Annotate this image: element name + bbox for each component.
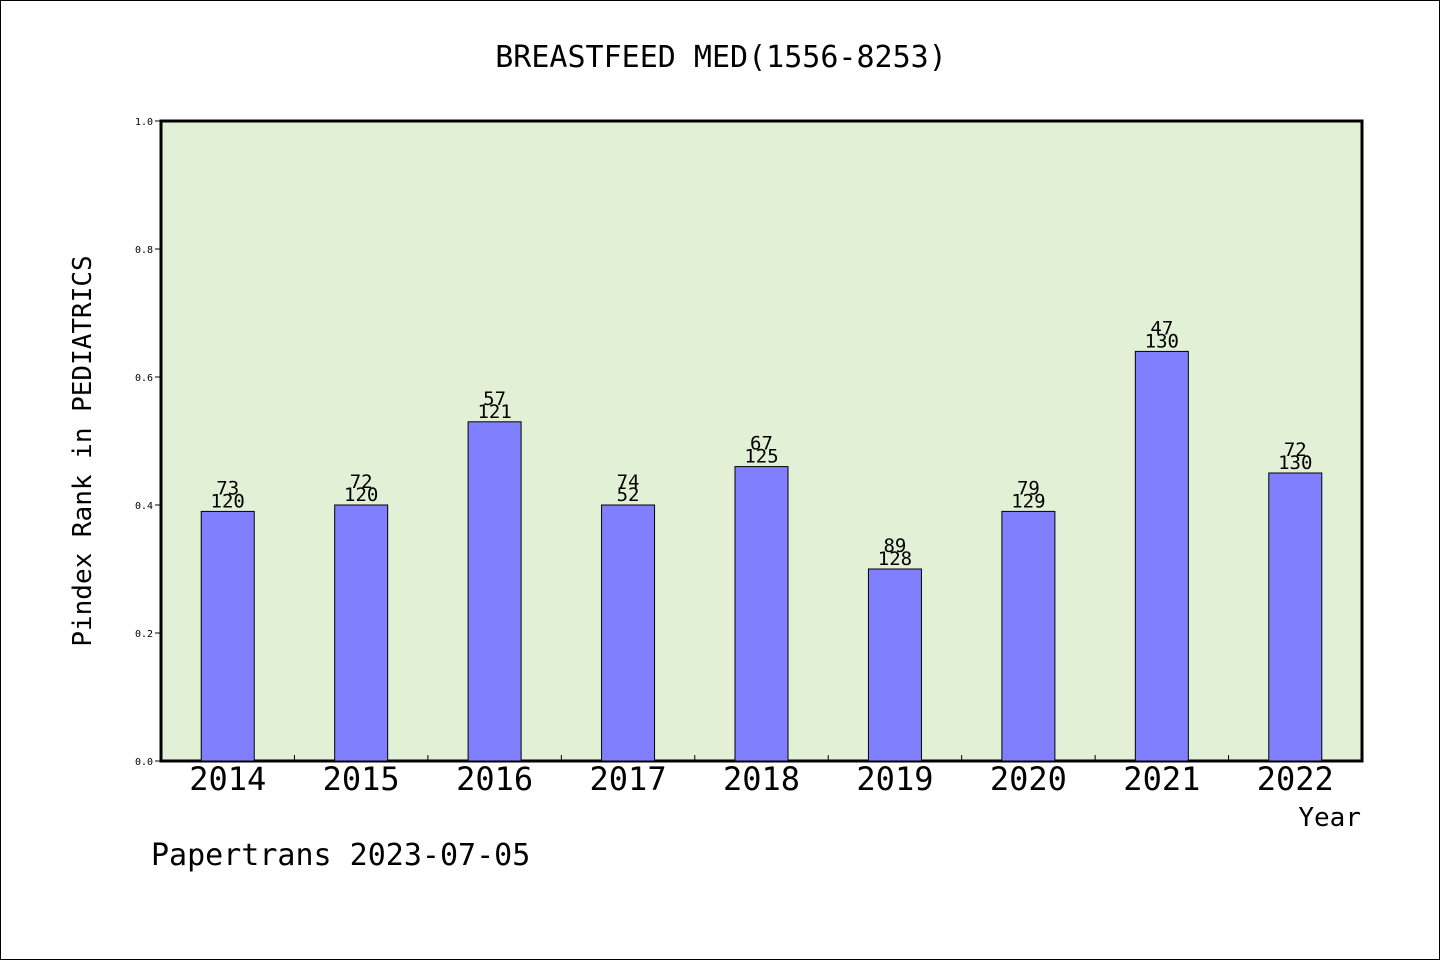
bar-label-bottom: 121	[477, 401, 511, 423]
bar-label-bottom: 128	[878, 548, 912, 570]
bar-2021	[1134, 350, 1189, 762]
bar-label-bottom: 120	[211, 490, 245, 512]
bar-label-top: 47	[1150, 317, 1173, 339]
bar-label-top: 74	[617, 471, 640, 493]
y-axis: 0.0 0.2 0.4 0.6 0.8 1.0	[135, 117, 161, 768]
y-tick-label: 0.8	[135, 245, 153, 256]
bar-label-bottom: 130	[1145, 330, 1179, 352]
bar-label-bottom: 52	[617, 484, 640, 506]
x-axis-label: Year	[1298, 803, 1361, 833]
bar-label-bottom: 120	[344, 484, 378, 506]
bar-2018	[734, 466, 789, 762]
bar-2016	[467, 421, 522, 762]
y-tick-label: 0.2	[135, 629, 153, 640]
bar-label-top: 72	[1284, 439, 1307, 461]
bar-2015	[334, 504, 389, 762]
bar-label-top: 72	[350, 471, 373, 493]
y-tick-label: 0.0	[135, 757, 153, 768]
bar-2022	[1268, 472, 1323, 762]
bar-label-bottom: 125	[744, 446, 778, 468]
bar-2020	[1001, 510, 1056, 762]
y-tick-label: 0.4	[135, 501, 153, 512]
bar-label-top: 79	[1017, 477, 1040, 499]
y-tick-label: 0.6	[135, 373, 153, 384]
y-tick-label: 1.0	[135, 117, 153, 128]
chart-title: BREASTFEED MED(1556-8253)	[495, 40, 947, 75]
x-tick-label: 2016	[456, 760, 533, 798]
bar-label-top: 57	[483, 388, 506, 410]
x-tick-label: 2021	[1123, 760, 1200, 798]
bar-2017	[601, 504, 656, 762]
x-tick-label: 2019	[856, 760, 933, 798]
bar-2014	[200, 510, 255, 762]
bars: 7312072120571217452671258912879129471307…	[200, 317, 1323, 762]
bar-label-bottom: 130	[1278, 452, 1312, 474]
bar-2019	[867, 568, 922, 762]
x-tick-label: 2015	[323, 760, 400, 798]
x-tick-label: 2020	[990, 760, 1067, 798]
x-tick-label: 2022	[1257, 760, 1334, 798]
bar-label-top: 73	[216, 477, 239, 499]
bar-label-top: 67	[750, 433, 773, 455]
x-tick-label: 2017	[590, 760, 667, 798]
footer-credit: Papertrans 2023-07-05	[151, 838, 530, 873]
x-tick-label: 2018	[723, 760, 800, 798]
x-tick-label: 2014	[189, 760, 266, 798]
y-axis-label: Pindex Rank in PEDIATRICS	[68, 255, 98, 646]
bar-label-bottom: 129	[1011, 490, 1045, 512]
bar-label-top: 89	[883, 535, 906, 557]
x-axis: 2014 2015 2016 2017 2018 2019 2020 2021 2022	[189, 755, 1334, 798]
